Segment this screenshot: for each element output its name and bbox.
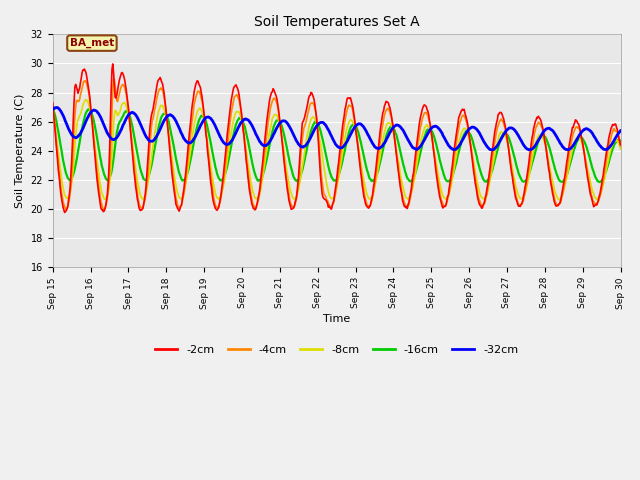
Line: -4cm: -4cm xyxy=(52,79,621,210)
-8cm xyxy=(424,123,431,129)
-32cm xyxy=(49,107,56,112)
-8cm xyxy=(60,185,67,191)
-4cm xyxy=(109,76,117,82)
-8cm xyxy=(140,197,147,203)
Title: Soil Temperatures Set A: Soil Temperatures Set A xyxy=(254,15,419,29)
-2cm xyxy=(61,210,68,216)
-32cm xyxy=(525,147,532,153)
-32cm xyxy=(206,115,214,121)
-8cm xyxy=(408,191,415,196)
Line: -32cm: -32cm xyxy=(52,108,621,150)
Line: -16cm: -16cm xyxy=(52,108,621,182)
-16cm xyxy=(118,116,125,122)
-16cm xyxy=(406,178,413,184)
-32cm xyxy=(423,132,431,138)
-8cm xyxy=(82,96,90,102)
-2cm xyxy=(617,142,625,147)
-2cm xyxy=(109,61,116,67)
-8cm xyxy=(177,196,184,202)
-4cm xyxy=(119,82,127,87)
-4cm xyxy=(100,207,108,213)
-2cm xyxy=(60,204,67,210)
-4cm xyxy=(60,199,67,204)
-32cm xyxy=(118,124,126,130)
-4cm xyxy=(424,113,431,119)
X-axis label: Time: Time xyxy=(323,314,350,324)
Legend: -2cm, -4cm, -8cm, -16cm, -32cm: -2cm, -4cm, -8cm, -16cm, -32cm xyxy=(150,341,523,360)
-32cm xyxy=(406,142,414,147)
-16cm xyxy=(49,106,56,111)
-4cm xyxy=(49,103,56,109)
-8cm xyxy=(49,109,56,115)
-4cm xyxy=(207,172,214,178)
-16cm xyxy=(422,129,430,134)
Text: BA_met: BA_met xyxy=(70,38,114,48)
Line: -2cm: -2cm xyxy=(52,64,621,213)
-8cm xyxy=(118,101,126,107)
-8cm xyxy=(617,146,625,152)
-16cm xyxy=(60,157,67,163)
-16cm xyxy=(175,170,183,176)
-2cm xyxy=(207,180,214,186)
Y-axis label: Soil Temperature (C): Soil Temperature (C) xyxy=(15,94,25,208)
-32cm xyxy=(176,127,184,132)
-2cm xyxy=(177,203,184,209)
-16cm xyxy=(205,132,213,138)
-32cm xyxy=(54,105,61,110)
-2cm xyxy=(408,186,415,192)
-32cm xyxy=(60,114,68,120)
-32cm xyxy=(617,128,625,133)
-16cm xyxy=(595,179,603,185)
-2cm xyxy=(119,71,127,77)
-4cm xyxy=(408,190,415,195)
-4cm xyxy=(177,204,184,210)
-16cm xyxy=(617,138,625,144)
-8cm xyxy=(207,163,214,169)
-4cm xyxy=(617,144,625,149)
-2cm xyxy=(424,108,431,114)
Line: -8cm: -8cm xyxy=(52,99,621,200)
-2cm xyxy=(49,100,56,106)
